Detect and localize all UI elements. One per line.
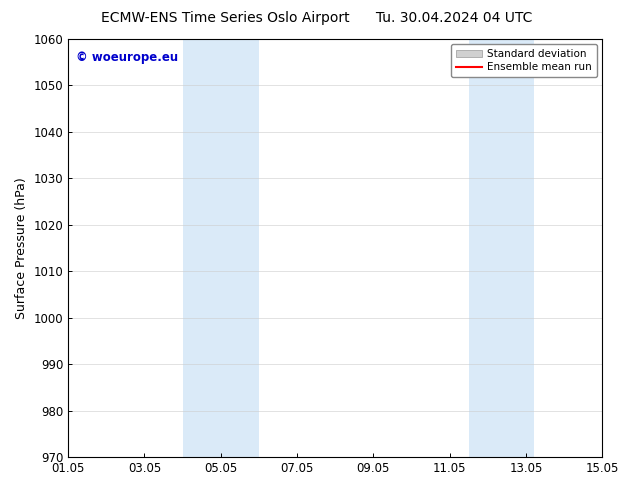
Bar <box>183 39 259 457</box>
Legend: Standard deviation, Ensemble mean run: Standard deviation, Ensemble mean run <box>451 44 597 77</box>
Y-axis label: Surface Pressure (hPa): Surface Pressure (hPa) <box>15 177 28 319</box>
Text: © woeurope.eu: © woeurope.eu <box>76 51 178 64</box>
Text: ECMW-ENS Time Series Oslo Airport      Tu. 30.04.2024 04 UTC: ECMW-ENS Time Series Oslo Airport Tu. 30… <box>101 11 533 25</box>
Bar <box>469 39 534 457</box>
